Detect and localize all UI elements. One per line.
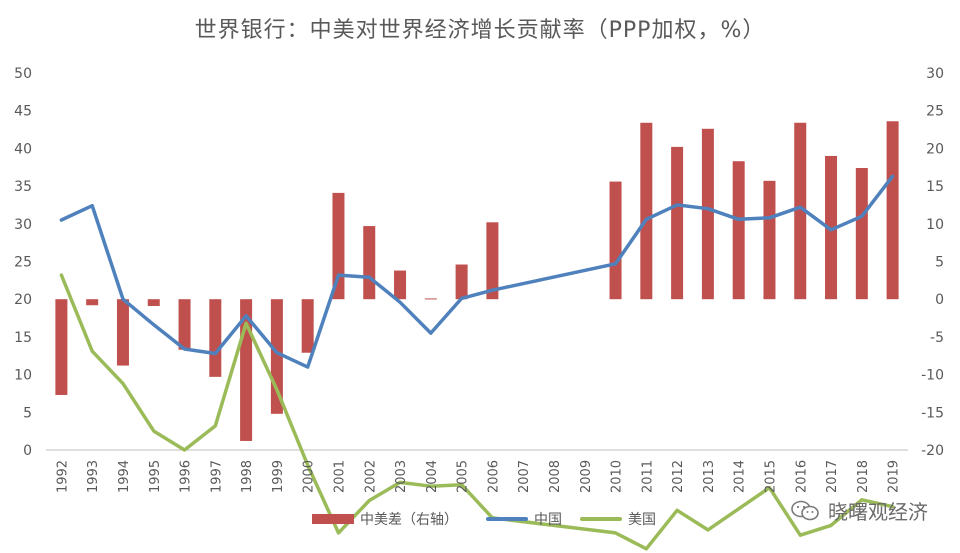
bar-diff-2017 [825, 155, 838, 300]
bar-diff-2010 [609, 181, 622, 300]
left-axis-tick-label: 35 [14, 179, 32, 195]
x-tick-label: 2012 [671, 460, 686, 493]
bar-diff-2018 [855, 168, 868, 300]
x-tick-label: 2006 [486, 460, 501, 493]
x-tick-label: 2014 [733, 460, 748, 493]
left-axis-tick-label: 25 [14, 255, 32, 271]
x-tick-label: 2013 [702, 460, 717, 493]
watermark: 晓曙观经济 [790, 496, 928, 525]
bar-diff-2019 [886, 121, 899, 300]
x-tick-label: 2010 [610, 460, 625, 493]
bar-diff-2004 [424, 298, 437, 300]
bar-diff-2003 [394, 270, 407, 300]
bar-diff-1995 [147, 299, 160, 306]
legend-swatch-china [486, 517, 528, 521]
left-axis-tick-label: 10 [14, 368, 32, 384]
x-tick-label: 1996 [179, 460, 194, 493]
bar-diff-2012 [671, 146, 684, 300]
x-tick-label: 2004 [425, 460, 440, 493]
x-tick-label: 2005 [456, 460, 471, 493]
legend-item-china: 中国 [486, 509, 562, 529]
chart-title: 世界银行：中美对世界经济增长贡献率（PPP加权，%） [194, 18, 766, 43]
left-axis-tick-label: 15 [14, 330, 32, 346]
x-tick-label: 1993 [86, 460, 101, 493]
x-tick-label: 1997 [209, 460, 224, 493]
x-tick-label: 1994 [117, 460, 132, 493]
left-axis-tick-label: 50 [14, 66, 32, 82]
line-usa [59, 273, 895, 551]
right-axis-tick-label: 10 [926, 217, 944, 233]
bar-diff-2014 [732, 161, 745, 300]
x-tick-label: 1998 [240, 460, 255, 493]
bar-diff-1996 [178, 299, 191, 350]
x-tick-label: 2019 [887, 460, 902, 493]
right-axis-tick-label: -5 [930, 330, 944, 346]
wechat-icon [791, 500, 819, 520]
right-axis-tick-label: 20 [926, 141, 944, 157]
left-axis-tick-label: 0 [23, 443, 32, 459]
bar-diff-1997 [209, 299, 222, 377]
left-axis-tick-label: 30 [14, 217, 32, 233]
x-tick-label: 2018 [856, 460, 871, 493]
bar-diff-2015 [763, 180, 776, 300]
right-axis-tick-label: -15 [921, 405, 944, 421]
bar-diff-2013 [701, 128, 714, 300]
x-tick-label: 2008 [548, 460, 563, 493]
left-axis-tick-label: 40 [14, 141, 32, 157]
x-tick-label: 2017 [825, 460, 840, 493]
x-tick-label: 2003 [394, 460, 409, 493]
x-tick-label: 2015 [763, 460, 778, 493]
right-axis-tick-label: 5 [935, 255, 944, 271]
right-axis-tick-label: 15 [926, 179, 944, 195]
legend-swatch-usa [580, 517, 622, 521]
bar-diff-2016 [794, 122, 807, 300]
x-tick-label: 2001 [332, 460, 347, 493]
x-tick-label: 2009 [579, 460, 594, 493]
x-tick-label: 1995 [148, 460, 163, 493]
right-axis-tick-label: 0 [935, 292, 944, 308]
legend-label-usa: 美国 [628, 512, 656, 528]
x-tick-label: 2000 [302, 460, 317, 493]
right-axis-tick-label: -10 [921, 368, 944, 384]
right-axis-tick-label: 25 [926, 104, 944, 120]
right-axis-tick-label: 30 [926, 66, 944, 82]
left-axis-tick-label: 20 [14, 292, 32, 308]
bar-diff-2011 [640, 122, 653, 300]
bar-diff-1993 [86, 299, 99, 306]
bar-diff-2005 [455, 264, 468, 300]
bar-diff-1992 [55, 299, 68, 395]
bar-diff-1994 [116, 299, 129, 366]
x-tick-label: 2007 [517, 460, 532, 493]
x-tick-label: 1999 [271, 460, 286, 493]
left-axis-tick-label: 5 [23, 405, 32, 421]
bar-diff-2006 [486, 222, 499, 300]
watermark-text: 晓曙观经济 [828, 500, 928, 524]
left-axis-tick-label: 45 [14, 104, 32, 120]
right-axis-tick-label: -20 [921, 443, 944, 459]
legend: 中美差（右轴） 中国 美国 [0, 509, 960, 533]
bar-diff-2001 [332, 192, 345, 300]
line-china [59, 174, 895, 369]
legend-swatch-diff [312, 514, 354, 524]
bar-diff-2002 [363, 226, 376, 300]
legend-label-diff: 中美差（右轴） [360, 512, 458, 528]
legend-item-bar: 中美差（右轴） [312, 509, 458, 529]
bar-diff-2000 [301, 299, 314, 353]
x-tick-label: 2002 [363, 460, 378, 493]
legend-label-china: 中国 [534, 512, 562, 528]
x-tick-label: 1992 [55, 460, 70, 493]
x-tick-label: 2016 [794, 460, 809, 493]
legend-item-usa: 美国 [580, 509, 656, 529]
x-tick-label: 2011 [640, 460, 655, 493]
